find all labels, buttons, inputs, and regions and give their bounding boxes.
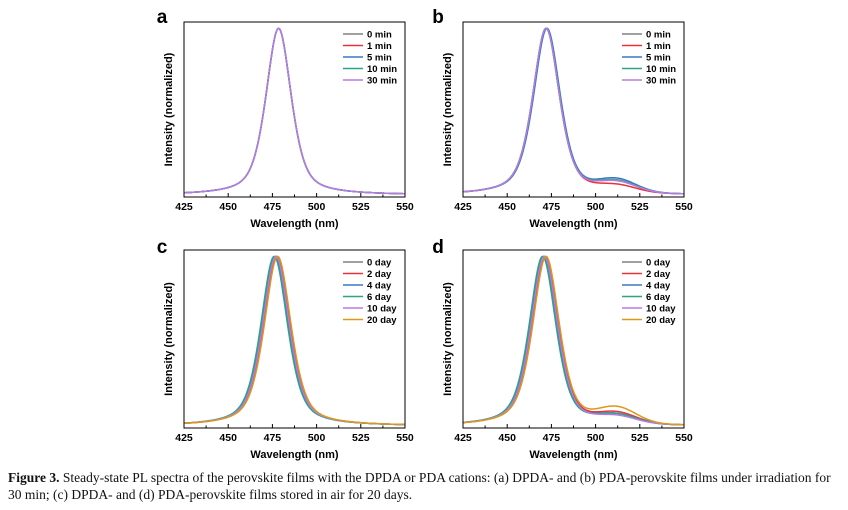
- panel-a: a 425 450 475 500 525 550 Wavelength (nm) Intens…: [157, 7, 414, 230]
- x-tick-label: 525: [352, 432, 370, 444]
- x-tick-label: 450: [219, 432, 237, 444]
- x-tick-label: 475: [543, 201, 561, 213]
- panel-b: b 425 450 475 500 525 550 Wavelength (nm) Intens…: [432, 7, 693, 230]
- legend-label: 4 day: [646, 281, 671, 292]
- panel-letter: c: [157, 237, 168, 258]
- legend-label: 5 min: [367, 53, 392, 64]
- x-tick-label: 475: [264, 201, 282, 213]
- x-tick-label: 525: [352, 201, 370, 213]
- figure-caption: Figure 3. Steady-state PL spectra of the…: [8, 469, 840, 503]
- x-axis-title: Wavelength (nm): [529, 449, 618, 461]
- x-axis-title: Wavelength (nm): [250, 218, 339, 230]
- legend-label: 10 day: [646, 304, 676, 315]
- curves: [184, 27, 405, 195]
- legend-label: 0 min: [367, 30, 392, 41]
- legend-label: 10 min: [367, 64, 397, 75]
- x-tick-label: 450: [498, 432, 516, 444]
- caption-label: Figure 3.: [8, 470, 60, 485]
- legend-label: 2 day: [646, 269, 671, 280]
- series-line: [463, 255, 684, 426]
- panel-letter: b: [432, 7, 444, 28]
- y-axis-title: Intensity (normalized): [442, 282, 454, 396]
- legend-label: 1 min: [646, 41, 671, 52]
- x-tick-label: 475: [264, 432, 282, 444]
- legend-label: 20 day: [646, 315, 676, 326]
- caption-text: Steady-state PL spectra of the perovskit…: [8, 470, 831, 502]
- x-axis-title: Wavelength (nm): [250, 449, 339, 461]
- x-tick-label: 450: [498, 201, 516, 213]
- legend-label: 20 day: [367, 315, 397, 326]
- x-tick-label: 425: [454, 432, 472, 444]
- legend-label: 10 day: [367, 304, 397, 315]
- legend-label: 0 day: [367, 258, 392, 269]
- x-tick-label: 500: [587, 432, 605, 444]
- legend-label: 10 min: [646, 64, 676, 75]
- panel-letter: a: [157, 7, 168, 28]
- panel-d: d 425 450 475 500 525 550 Wavelength (nm) Intens…: [432, 237, 693, 461]
- legend-label: 5 min: [646, 53, 671, 64]
- legend-label: 0 day: [646, 258, 671, 269]
- legend-label: 6 day: [646, 292, 671, 303]
- x-tick-label: 500: [308, 432, 326, 444]
- x-tick-label: 500: [308, 201, 326, 213]
- legend-label: 30 min: [646, 76, 676, 87]
- legend-label: 0 min: [646, 30, 671, 41]
- y-axis-title: Intensity (normalized): [163, 282, 175, 396]
- panel-letter: d: [432, 237, 444, 258]
- curves: [184, 255, 405, 426]
- x-tick-label: 425: [454, 201, 472, 213]
- figure: a 425 450 475 500 525 550 Wavelength (nm) Intens…: [157, 7, 693, 461]
- x-tick-label: 550: [675, 201, 693, 213]
- x-tick-label: 450: [219, 201, 237, 213]
- x-tick-label: 525: [631, 201, 649, 213]
- curves: [463, 255, 684, 426]
- series-line: [184, 27, 405, 195]
- y-axis-title: Intensity (normalized): [163, 52, 175, 166]
- legend-label: 4 day: [367, 281, 392, 292]
- series-line: [184, 255, 405, 426]
- curves: [463, 27, 684, 195]
- legend-label: 6 day: [367, 292, 392, 303]
- legend-label: 30 min: [367, 76, 397, 87]
- legend-label: 1 min: [367, 41, 392, 52]
- x-tick-label: 475: [543, 432, 561, 444]
- y-axis-title: Intensity (normalized): [442, 52, 454, 166]
- x-tick-label: 550: [675, 432, 693, 444]
- x-tick-label: 425: [175, 201, 193, 213]
- x-tick-label: 550: [396, 201, 414, 213]
- x-tick-label: 425: [175, 432, 193, 444]
- x-axis-title: Wavelength (nm): [529, 218, 618, 230]
- panel-c: c 425 450 475 500 525 550 Wavelength (nm) Intens…: [157, 237, 414, 461]
- x-tick-label: 525: [631, 432, 649, 444]
- x-tick-label: 500: [587, 201, 605, 213]
- legend-label: 2 day: [367, 269, 392, 280]
- series-line: [463, 255, 684, 426]
- series-line: [463, 27, 684, 195]
- x-tick-label: 550: [396, 432, 414, 444]
